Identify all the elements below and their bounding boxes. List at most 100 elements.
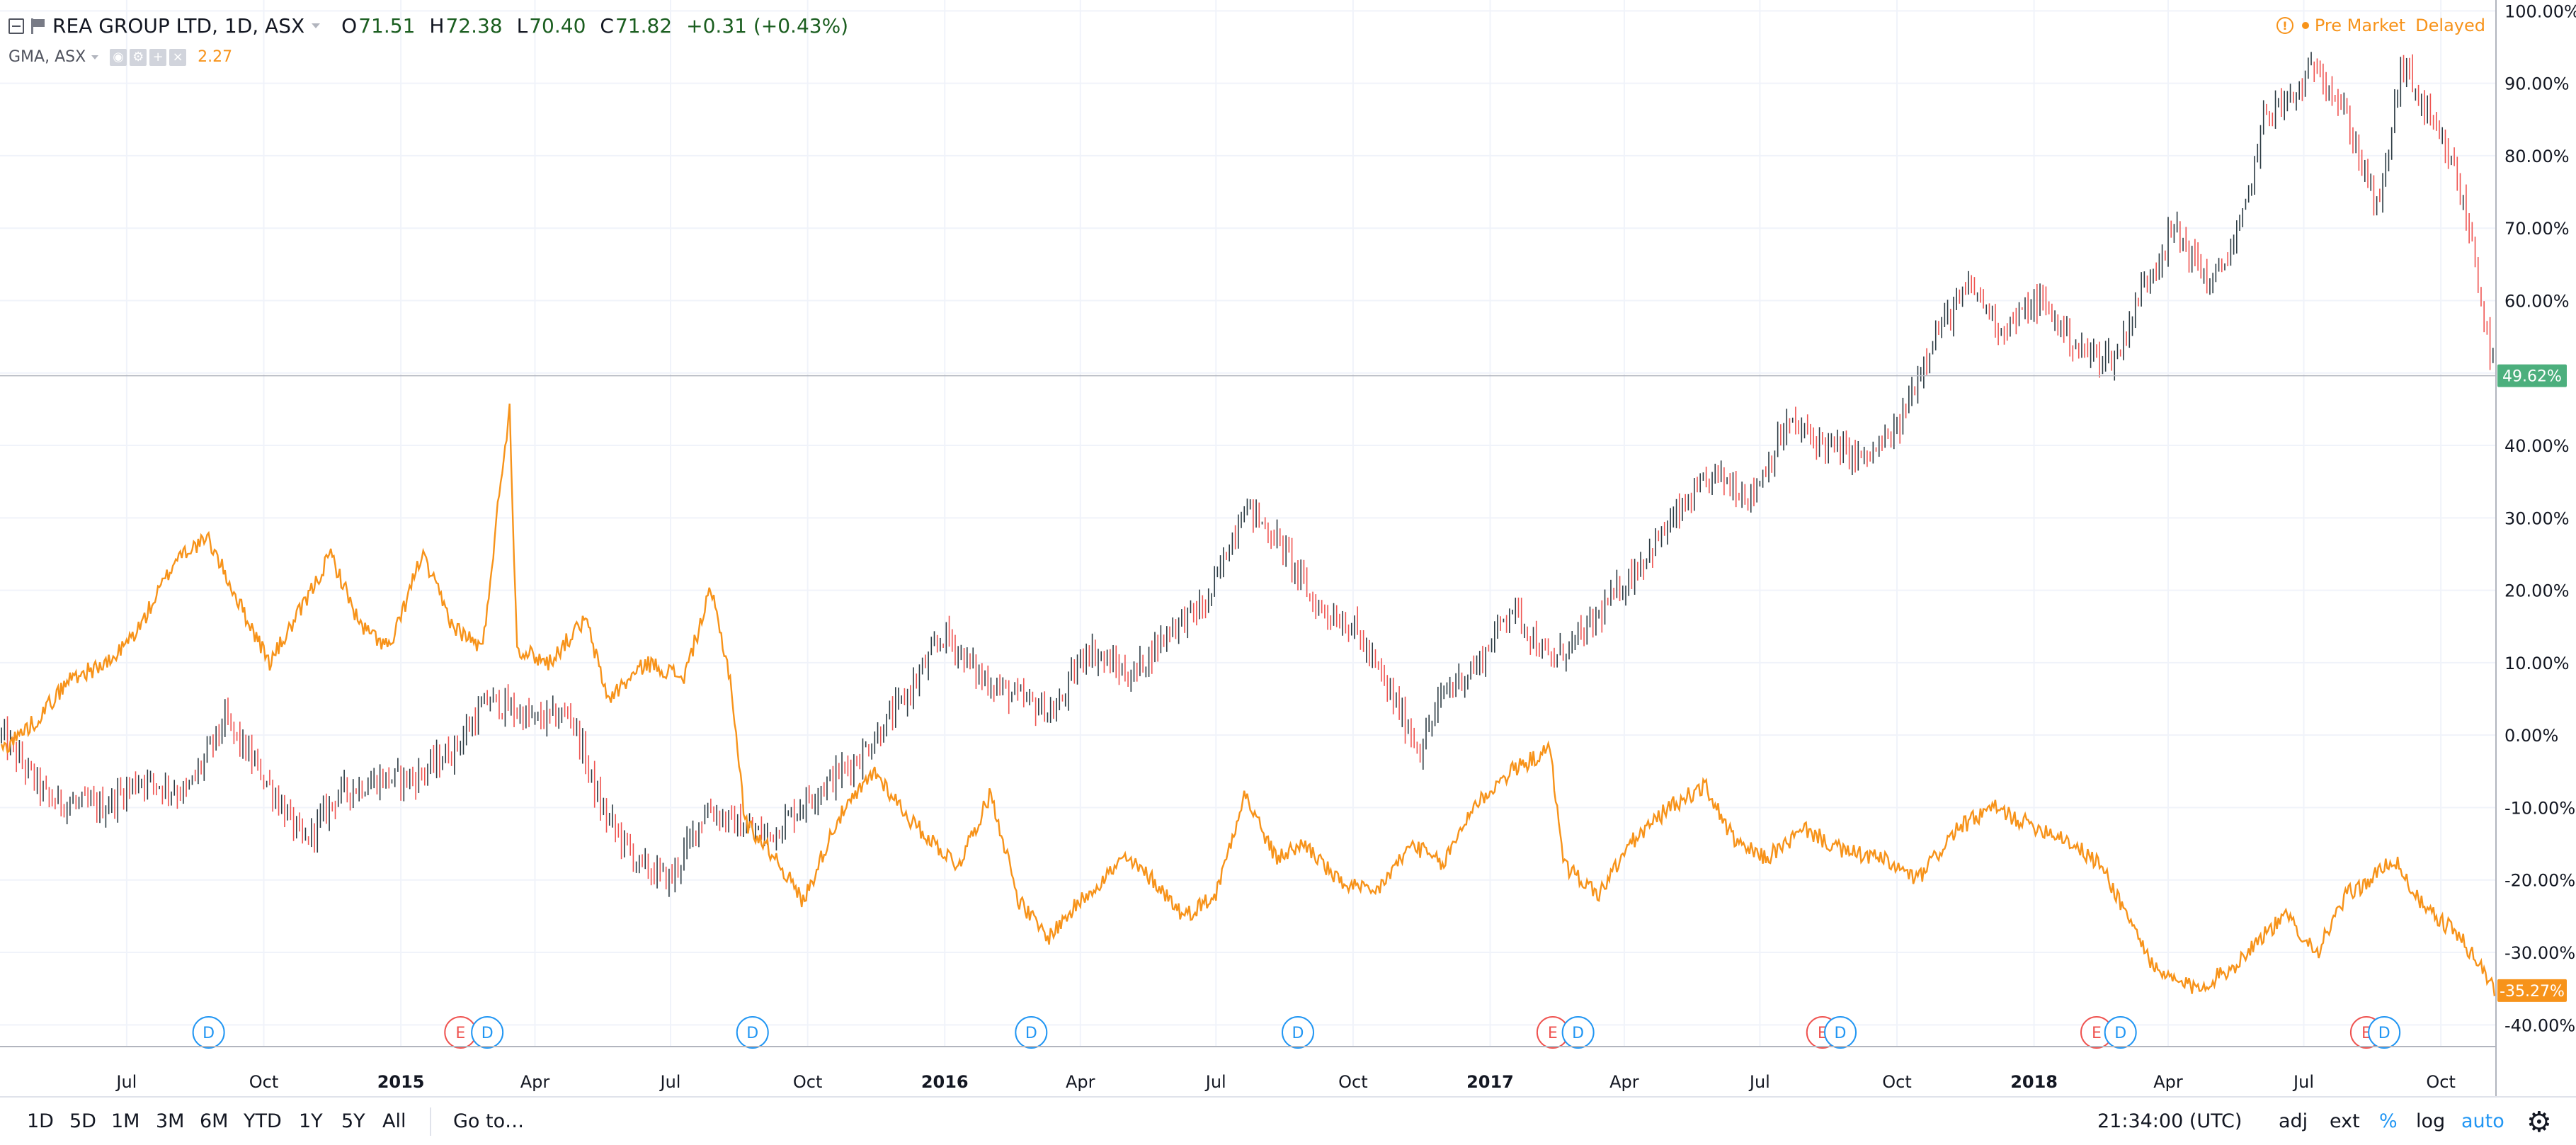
- series-gma: -35.27%: [0, 403, 2567, 1002]
- range-ytd-button[interactable]: YTD: [244, 1110, 282, 1132]
- low-value: 70.40: [529, 14, 586, 38]
- y-tick-label: -20.00%: [2504, 871, 2575, 891]
- x-tick-label: Jul: [1748, 1072, 1770, 1092]
- market-status-text: Pre Market: [2314, 16, 2406, 35]
- delayed-label: Delayed: [2415, 16, 2485, 35]
- plus-icon[interactable]: +: [149, 48, 167, 66]
- dividend-marker-label: D: [2114, 1025, 2126, 1042]
- last-price-label: 49.62%: [2502, 368, 2562, 386]
- x-tick-label: 2018: [2010, 1072, 2058, 1092]
- y-tick-label: 20.00%: [2504, 581, 2570, 601]
- range-1d-button[interactable]: 1D: [27, 1110, 54, 1132]
- y-tick-label: 10.00%: [2504, 654, 2570, 673]
- x-tick-label: Oct: [1338, 1072, 1368, 1092]
- gear-icon[interactable]: ⚙: [2526, 1106, 2552, 1139]
- range-1y-button[interactable]: 1Y: [299, 1110, 323, 1132]
- dividend-marker-circle[interactable]: [1561, 1016, 1595, 1049]
- dividend-marker-circle[interactable]: [471, 1016, 504, 1049]
- last-price-badge: [2497, 364, 2567, 387]
- chevron-down-icon[interactable]: [91, 55, 99, 59]
- compare-symbol[interactable]: GMA, ASX: [8, 48, 86, 66]
- x-tick-label: 2015: [377, 1072, 425, 1092]
- dividend-marker[interactable]: D: [1282, 1016, 1314, 1049]
- dividend-marker-circle[interactable]: [2368, 1016, 2401, 1049]
- range-all-button[interactable]: All: [382, 1110, 406, 1132]
- chevron-down-icon[interactable]: [312, 23, 321, 28]
- x-tick-label: Jul: [115, 1072, 137, 1092]
- adj-toggle[interactable]: adj: [2279, 1110, 2308, 1132]
- close-label: C: [600, 14, 614, 38]
- toolbar-divider: [430, 1107, 431, 1136]
- dividend-marker[interactable]: D: [736, 1016, 769, 1049]
- high-value: 72.38: [445, 14, 503, 38]
- log-toggle[interactable]: log: [2416, 1110, 2446, 1132]
- compare-last-label: -35.27%: [2500, 983, 2565, 1001]
- dividend-marker-label: D: [481, 1025, 494, 1042]
- range-3m-button[interactable]: 3M: [156, 1110, 185, 1132]
- x-tick-label: Jul: [659, 1072, 681, 1092]
- range-5d-button[interactable]: 5D: [69, 1110, 96, 1132]
- settings-icon[interactable]: ⚙: [130, 48, 147, 66]
- change-value: +0.31 (+0.43%): [686, 14, 849, 38]
- range-1m-button[interactable]: 1M: [111, 1110, 140, 1132]
- x-tick-label: Oct: [249, 1072, 279, 1092]
- goto-button[interactable]: Go to…: [453, 1110, 525, 1132]
- market-status: ! Pre Market Delayed: [2276, 16, 2485, 35]
- x-tick-label: Apr: [1066, 1072, 1095, 1092]
- dividend-marker-circle[interactable]: [736, 1016, 769, 1049]
- dividend-marker[interactable]: D: [2104, 1016, 2137, 1049]
- flag-icon[interactable]: [31, 18, 45, 34]
- open-value: 71.51: [358, 14, 416, 38]
- earnings-marker-label: E: [1548, 1025, 1558, 1042]
- x-tick-label: Jul: [2292, 1072, 2314, 1092]
- dividend-marker-circle[interactable]: [192, 1016, 225, 1049]
- y-tick-label: 70.00%: [2504, 219, 2570, 239]
- symbol-title[interactable]: REA GROUP LTD, 1D, ASX: [52, 14, 305, 38]
- auto-toggle[interactable]: auto: [2461, 1110, 2504, 1132]
- dividend-marker-circle[interactable]: [1282, 1016, 1314, 1049]
- x-tick-label: Jul: [1204, 1072, 1226, 1092]
- earnings-marker[interactable]: E: [2080, 1016, 2113, 1049]
- dividend-marker[interactable]: D: [1015, 1016, 1048, 1049]
- high-label: H: [429, 14, 445, 38]
- dividend-marker[interactable]: D: [192, 1016, 225, 1049]
- dividend-marker[interactable]: D: [1561, 1016, 1595, 1049]
- y-tick-label: 40.00%: [2504, 436, 2570, 456]
- eye-icon[interactable]: ◉: [110, 48, 127, 66]
- ext-toggle[interactable]: ext: [2330, 1110, 2360, 1132]
- collapse-legend-icon[interactable]: [8, 18, 24, 34]
- dividend-marker[interactable]: D: [471, 1016, 504, 1049]
- dividend-marker[interactable]: D: [2368, 1016, 2401, 1049]
- x-tick-label: Oct: [793, 1072, 823, 1092]
- range-5y-button[interactable]: 5Y: [341, 1110, 365, 1132]
- x-tick-label: 2017: [1466, 1072, 1514, 1092]
- y-tick-label: 80.00%: [2504, 147, 2570, 166]
- warning-icon[interactable]: !: [2276, 17, 2293, 34]
- compare-last-badge: [2497, 979, 2567, 1002]
- x-tick-label: Apr: [2153, 1072, 2183, 1092]
- x-tick-label: Apr: [1609, 1072, 1639, 1092]
- percent-toggle[interactable]: %: [2379, 1110, 2398, 1132]
- dividend-marker-label: D: [1572, 1025, 1584, 1042]
- dividend-marker-label: D: [746, 1025, 758, 1042]
- y-tick-label: 60.00%: [2504, 291, 2570, 311]
- dividend-marker[interactable]: D: [1824, 1016, 1857, 1049]
- bottom-toolbar: 1D 5D 1M 3M 6M YTD 1Y 5Y All Go to… 21:3…: [0, 1096, 2576, 1145]
- dividend-marker-circle[interactable]: [2104, 1016, 2137, 1049]
- close-icon[interactable]: ×: [169, 48, 187, 66]
- y-tick-label: 100.00%: [2504, 1, 2576, 21]
- y-tick-label: 30.00%: [2504, 508, 2570, 528]
- range-6m-button[interactable]: 6M: [200, 1110, 229, 1132]
- dividend-marker-label: D: [1292, 1025, 1304, 1042]
- y-tick-label: 0.00%: [2504, 726, 2558, 746]
- dividend-marker-circle[interactable]: [1824, 1016, 1857, 1049]
- dividend-marker-circle[interactable]: [1015, 1016, 1048, 1049]
- earnings-marker-label: E: [2092, 1025, 2102, 1042]
- earnings-marker[interactable]: E: [1536, 1016, 1569, 1049]
- series-rea-group: 49.62%: [0, 52, 2567, 897]
- x-tick-label: Apr: [520, 1072, 550, 1092]
- utc-clock[interactable]: 21:34:00 (UTC): [2097, 1110, 2242, 1132]
- status-dot-icon: [2301, 22, 2309, 29]
